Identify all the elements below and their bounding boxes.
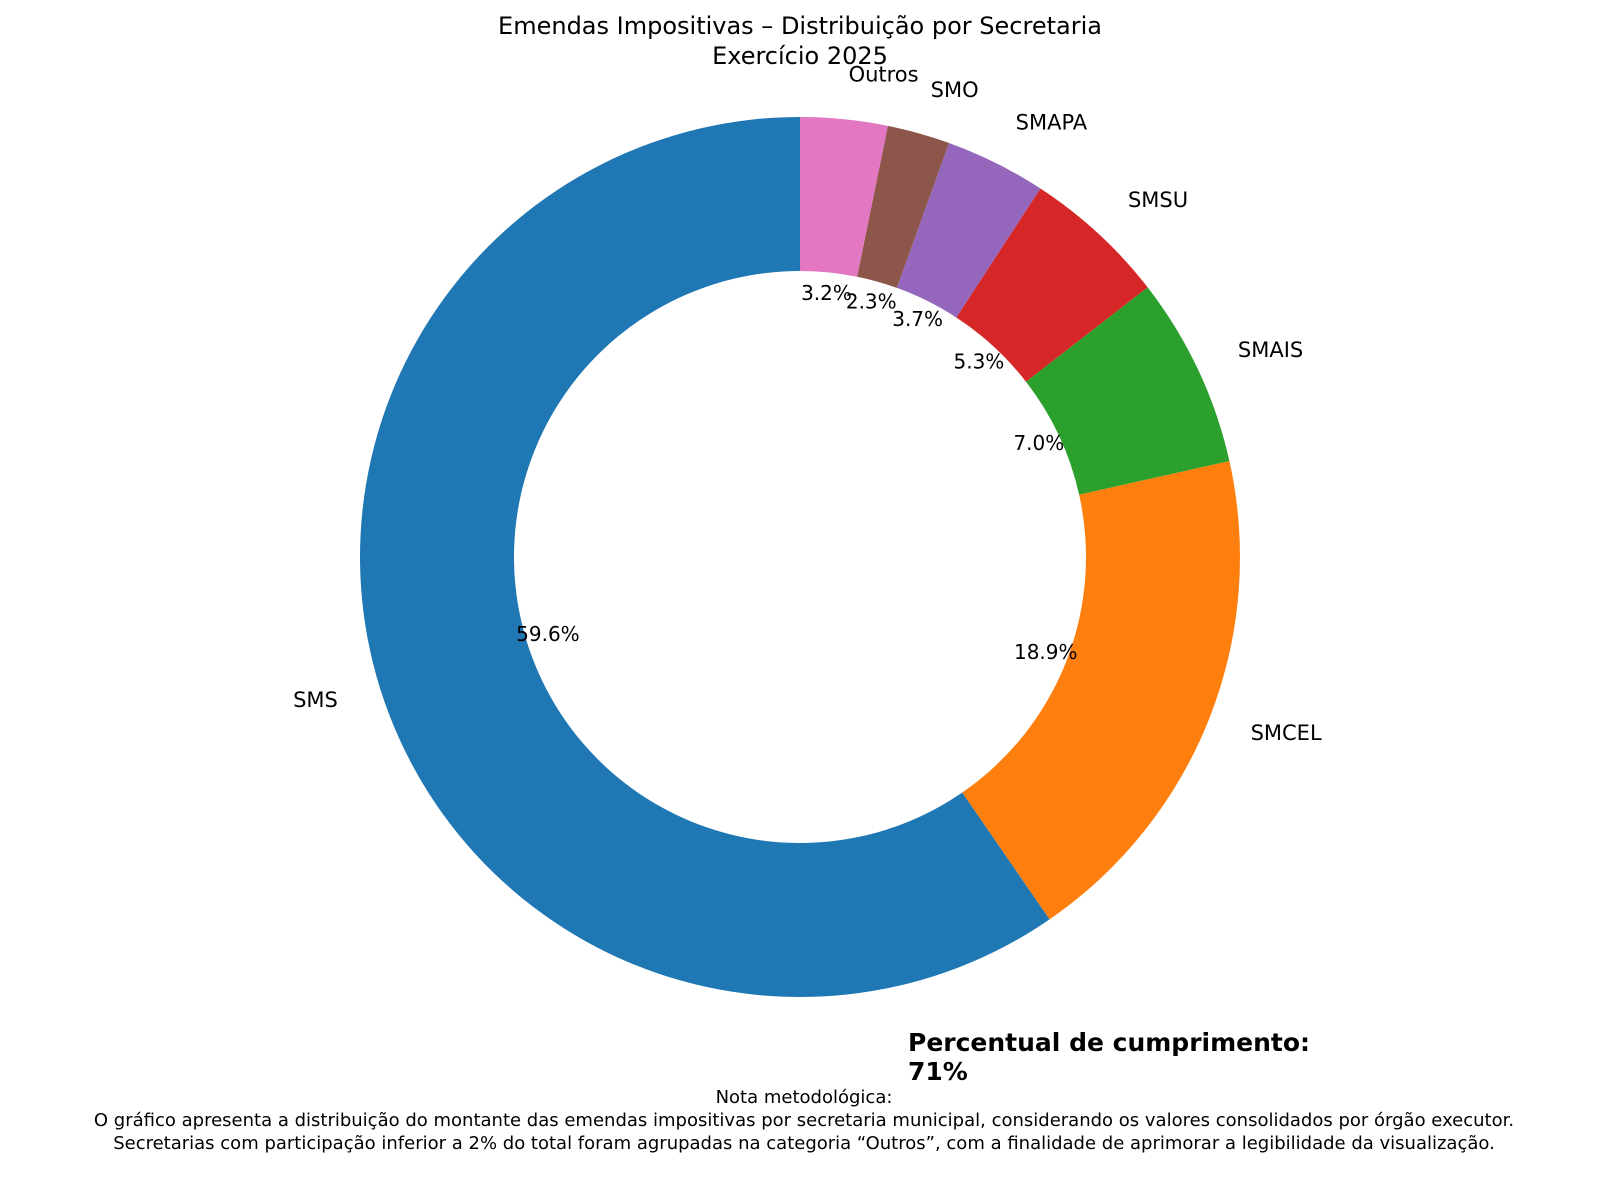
footnote: Secretarias com participação inferior a … <box>113 1133 1495 1154</box>
wedge <box>896 143 1041 318</box>
value-label: 3.7% <box>892 307 943 331</box>
donut <box>360 117 1240 998</box>
footnote: Nota metodológica: <box>716 1087 893 1108</box>
footnote: O gráfico apresenta a distribuição do mo… <box>94 1110 1514 1131</box>
wedge <box>956 188 1148 382</box>
chart-subtitle: Exercício 2025 <box>712 42 888 70</box>
wedge-label: Outros <box>849 62 919 86</box>
wedge-label: SMS <box>293 688 338 712</box>
value-label: 2.3% <box>846 289 897 313</box>
annotation: Percentual de cumprimento: <box>908 1028 1310 1057</box>
wedge-label: SMAIS <box>1238 338 1303 362</box>
wedge <box>857 125 950 288</box>
value-label: 18.9% <box>1014 640 1078 664</box>
wedge <box>360 117 1050 998</box>
wedge <box>800 117 888 277</box>
chart-title: Emendas Impositivas – Distribuição por S… <box>498 12 1102 40</box>
wedge-label: SMSU <box>1128 188 1188 212</box>
wedge-label: SMO <box>931 78 979 102</box>
wedge-label: SMCEL <box>1251 721 1322 745</box>
annotation: 71% <box>908 1057 968 1086</box>
value-label: 5.3% <box>953 349 1004 373</box>
wedge-label: SMAPA <box>1016 111 1088 135</box>
value-label: 3.2% <box>801 281 852 305</box>
value-label: 59.6% <box>516 622 580 646</box>
wedge <box>1025 287 1230 495</box>
value-label: 7.0% <box>1013 431 1064 455</box>
wedge <box>962 461 1240 920</box>
